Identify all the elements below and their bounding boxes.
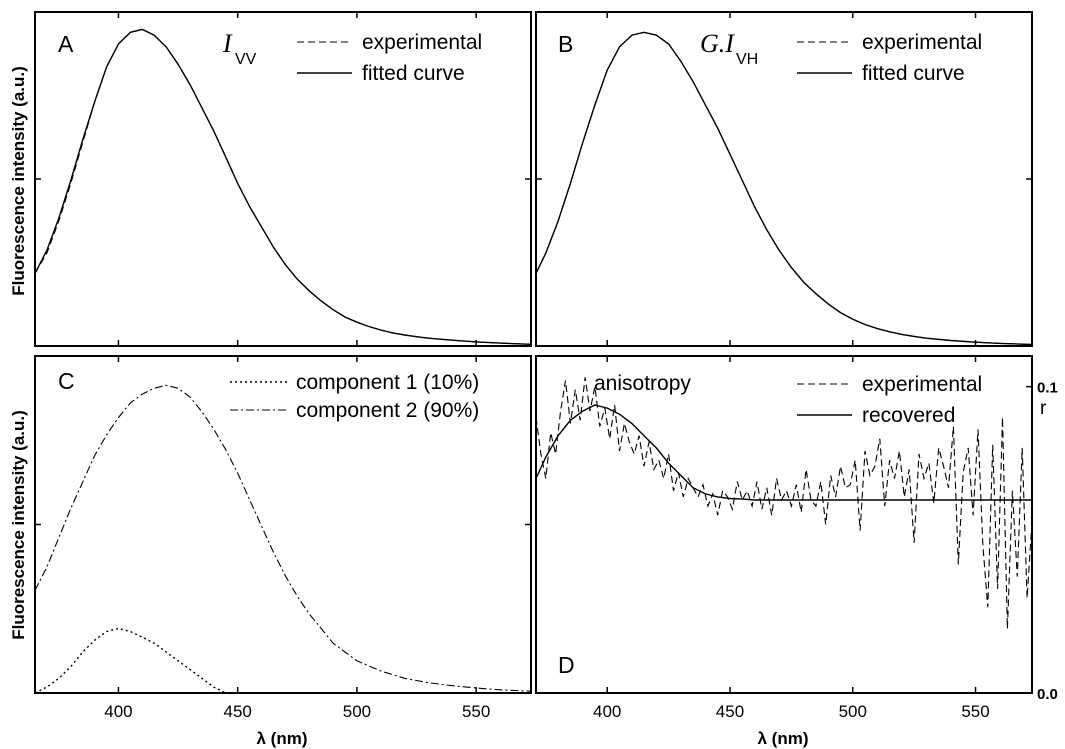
x-tick-label: 450 [716,702,744,721]
series-solid-line [536,31,1032,346]
legend-label: experimental [362,31,482,54]
x-tick-label: 550 [961,702,989,721]
panel-B: experimental fitted curve B G.IVH [535,11,1033,347]
legend-label: recovered [862,404,955,427]
panel-A: experimental fitted curve A IVV [34,11,532,347]
panel-C: 400 450 500 550 component 1 (10%) component 2… [34,355,532,721]
x-tick-label: 550 [462,702,490,721]
y2-tick-label: 0.0 [1037,686,1058,703]
symbol-subscript: VH [736,51,758,68]
legend-label: experimental [862,31,982,54]
x-tick-label: 500 [343,702,371,721]
legend-label: fitted curve [362,62,465,85]
symbol-annotation: G.I [700,29,735,58]
symbol-subscript: VV [235,51,257,68]
y2-axis-label: r [1040,398,1047,419]
x-axis-label-right: λ (nm) [758,729,809,748]
symbol-annotation: I [222,29,233,58]
panel-letter: A [58,31,74,57]
y-axis-label-top: Fluorescence intensity (a.u.) [9,66,28,296]
series-solid-line [35,28,531,345]
x-tick-label: 450 [224,702,252,721]
legend-label: fitted curve [862,62,965,85]
y2-tick-label: 0.1 [1037,380,1058,397]
series-dashdot-line [35,384,531,692]
panel-D: 400 450 500 550 0.0 0.1r anisotropy experimenta… [535,355,1058,721]
series-solid-line [536,404,1032,501]
x-axis-label-left: λ (nm) [257,729,308,748]
x-tick-label: 400 [593,702,621,721]
legend-label: experimental [862,373,982,396]
panel-title: anisotropy [594,372,691,395]
series-dashed-line [536,377,1032,629]
panel-frame [535,355,1033,694]
x-tick-label: 400 [104,702,132,721]
y-axis-label-bottom: Fluorescence intensity (a.u.) [9,410,28,640]
series-dotted-line [35,627,227,693]
panel-letter: D [558,652,575,678]
legend-label: component 1 (10%) [296,371,479,394]
x-tick-label: 500 [839,702,867,721]
panel-letter: C [58,368,75,394]
panel-letter: B [558,31,573,57]
legend-label: component 2 (90%) [296,399,479,422]
